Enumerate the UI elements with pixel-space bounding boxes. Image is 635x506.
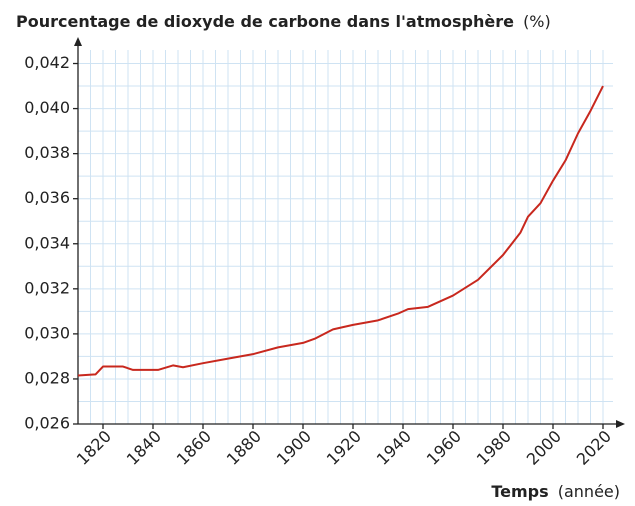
y-tick-label: 0,036 [24, 188, 70, 207]
y-tick-label: 0,028 [24, 368, 70, 387]
y-axis-arrow [74, 37, 82, 46]
y-tick-label: 0,026 [24, 414, 70, 433]
chart-title-unit: (%) [523, 12, 551, 31]
grid [77, 50, 613, 425]
x-axis-unit: (année) [558, 482, 620, 501]
chart-title-group: Pourcentage de dioxyde de carbone dans l… [16, 12, 551, 31]
x-tick-label: 1960 [423, 427, 465, 469]
y-tick-label: 0,038 [24, 143, 70, 162]
x-tick-label: 1940 [373, 427, 415, 469]
y-tick-label: 0,040 [24, 98, 70, 117]
x-tick-label: 1880 [223, 427, 265, 469]
x-tick-label: 1860 [173, 427, 215, 469]
x-tick-label: 1820 [73, 427, 115, 469]
x-axis-label: Temps [491, 482, 548, 501]
x-axis-title: Temps (année) [491, 482, 620, 501]
y-tick-label: 0,030 [24, 323, 70, 342]
x-tick-label: 2020 [573, 427, 615, 469]
y-tick-label: 0,034 [24, 233, 70, 252]
y-tick-label: 0,042 [24, 53, 70, 72]
x-tick-label: 2000 [523, 427, 565, 469]
x-tick-label: 1900 [273, 427, 315, 469]
x-tick-label: 1980 [473, 427, 515, 469]
x-tick-label: 1840 [123, 427, 165, 469]
data-line [77, 85, 604, 377]
x-axis-arrow [616, 420, 625, 428]
y-tick-label: 0,032 [24, 278, 70, 297]
x-tick-label: 1920 [323, 427, 365, 469]
chart-title: Pourcentage de dioxyde de carbone dans l… [16, 12, 514, 31]
